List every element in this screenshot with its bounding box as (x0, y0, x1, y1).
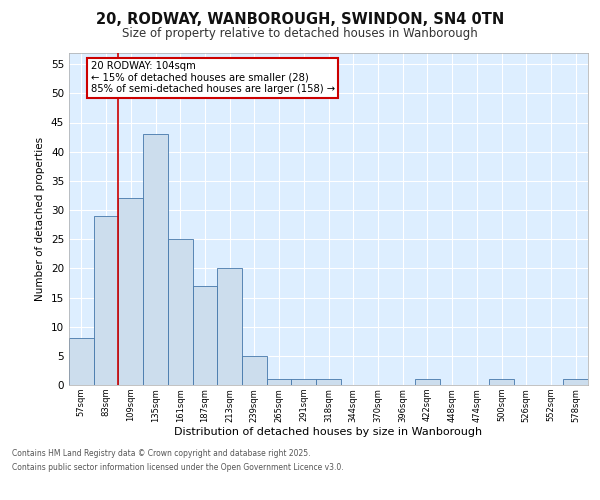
Bar (267, 379, 292, 385)
Bar (489, 379, 514, 385)
Bar (193, 286, 217, 385)
Bar (316, 379, 341, 385)
Bar (415, 379, 440, 385)
Bar (143, 134, 168, 385)
Text: 20, RODWAY, WANBOROUGH, SWINDON, SN4 0TN: 20, RODWAY, WANBOROUGH, SWINDON, SN4 0TN (96, 12, 504, 28)
Text: Size of property relative to detached houses in Wanborough: Size of property relative to detached ho… (122, 28, 478, 40)
Bar (292, 379, 316, 385)
Bar (217, 268, 242, 385)
Bar (94, 216, 118, 385)
Bar (242, 356, 267, 385)
Text: 20 RODWAY: 104sqm
← 15% of detached houses are smaller (28)
85% of semi-detached: 20 RODWAY: 104sqm ← 15% of detached hous… (91, 61, 335, 94)
Bar (69, 338, 94, 385)
Y-axis label: Number of detached properties: Number of detached properties (35, 136, 46, 301)
Text: Contains HM Land Registry data © Crown copyright and database right 2025.: Contains HM Land Registry data © Crown c… (12, 448, 311, 458)
Bar (118, 198, 143, 385)
Bar (563, 379, 588, 385)
X-axis label: Distribution of detached houses by size in Wanborough: Distribution of detached houses by size … (175, 427, 482, 437)
Bar (168, 239, 193, 385)
Text: Contains public sector information licensed under the Open Government Licence v3: Contains public sector information licen… (12, 464, 344, 472)
